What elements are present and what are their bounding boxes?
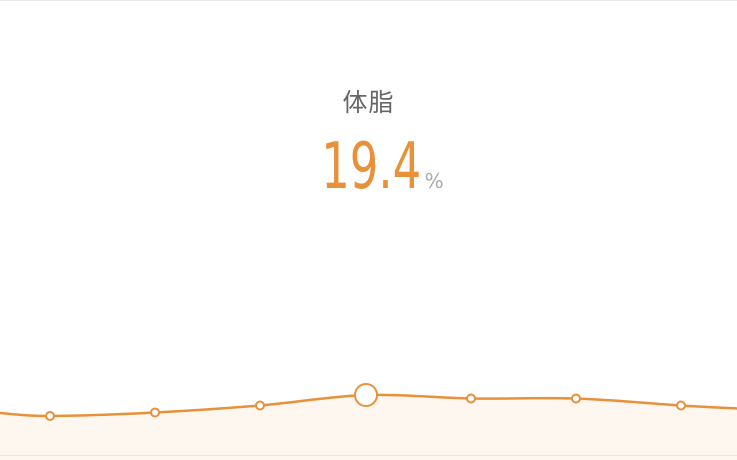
bottom-divider [0,455,737,456]
metric-title: 体脂 [342,88,395,117]
trend-point[interactable] [676,400,686,411]
trend-point[interactable] [150,407,160,418]
metric-value: 19.4 [321,130,422,204]
metric-unit: % [424,169,444,193]
trend-chart [0,383,737,460]
trend-point-selected[interactable] [354,383,378,407]
trend-point[interactable] [571,393,581,404]
trend-point[interactable] [255,400,265,411]
trend-point[interactable] [45,411,55,421]
metric-value-row: 19.4 % [0,135,737,199]
trend-point[interactable] [466,393,476,404]
